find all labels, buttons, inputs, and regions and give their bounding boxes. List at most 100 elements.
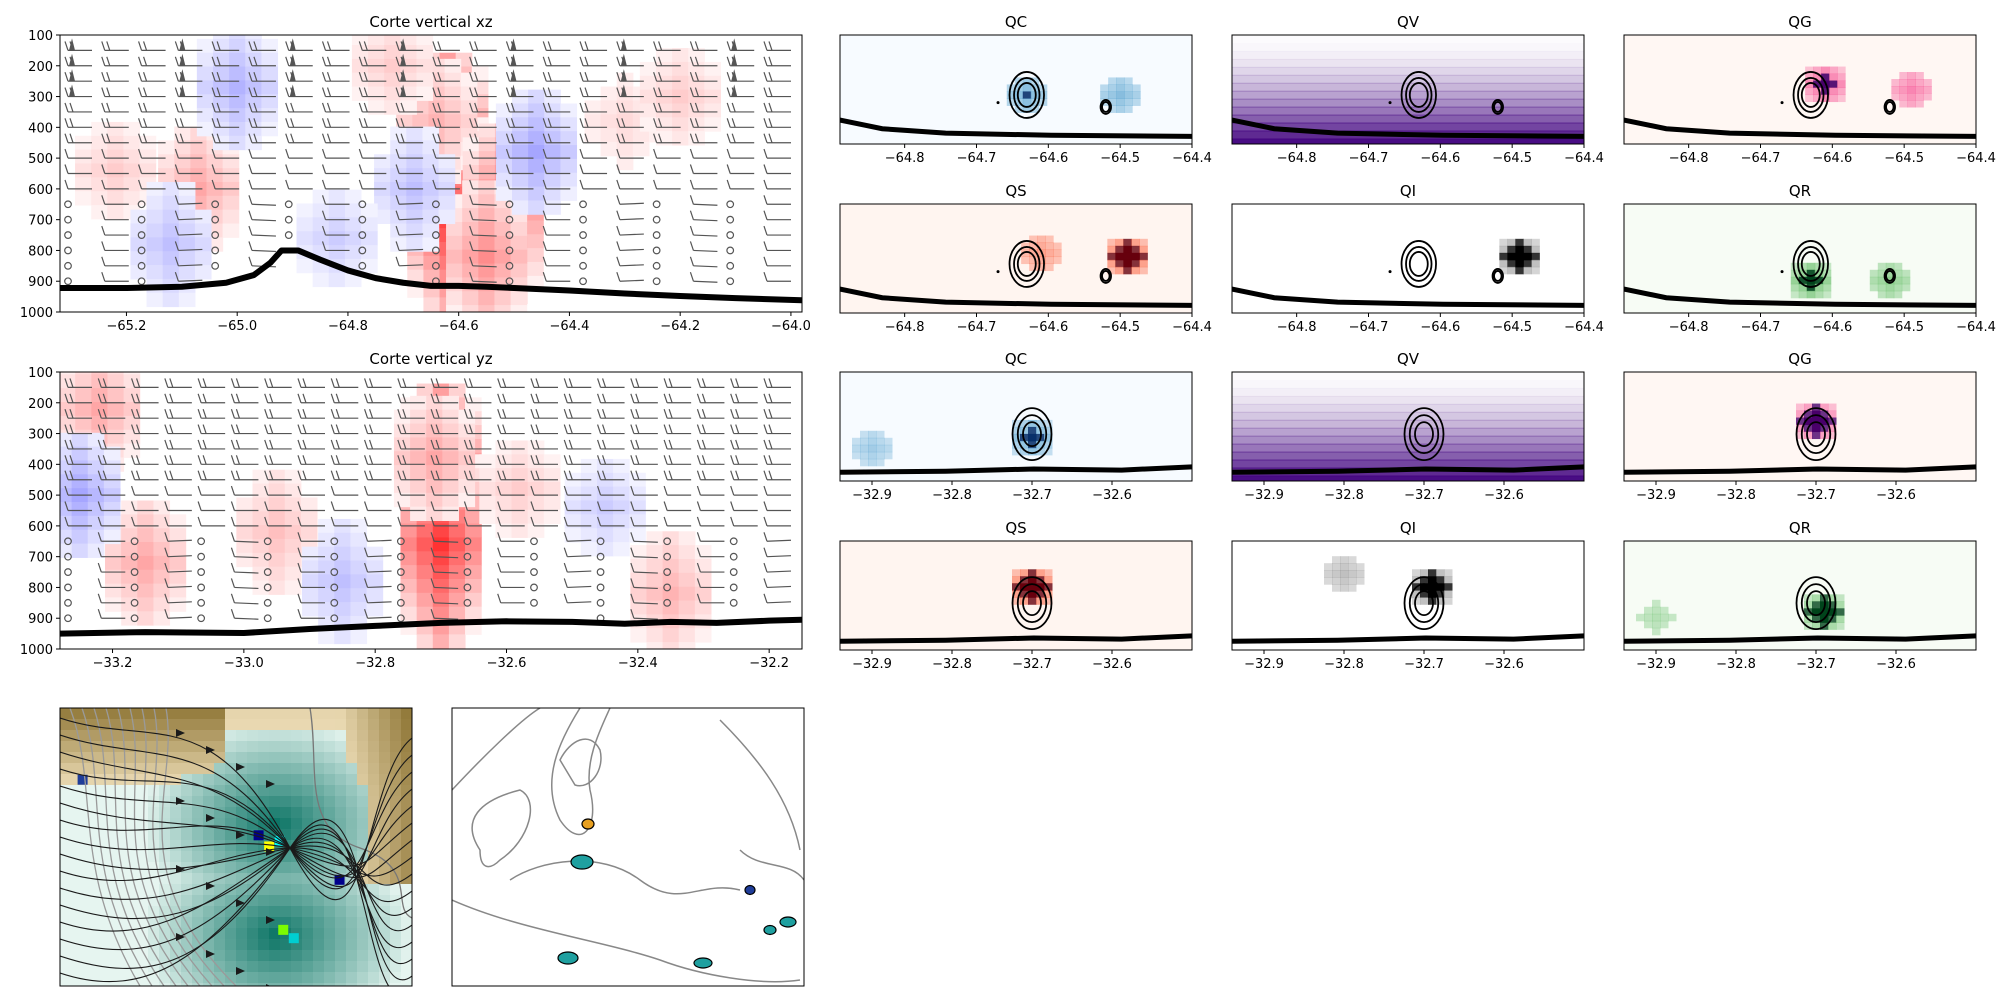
anomaly-cell	[527, 261, 544, 277]
field-cell	[280, 983, 292, 986]
field-cell	[115, 950, 127, 962]
anomaly-cell	[328, 203, 346, 218]
data-cell	[1836, 615, 1845, 623]
field-cell	[335, 730, 347, 742]
data-cell	[1124, 91, 1133, 99]
field-cell	[148, 862, 160, 874]
data-cell	[1796, 403, 1805, 412]
anomaly-cell	[460, 114, 478, 129]
wind-barb	[97, 593, 126, 604]
field-cell	[159, 763, 171, 775]
anomaly-cell	[162, 265, 180, 280]
wind-barb	[653, 102, 681, 113]
field-cell	[181, 840, 193, 852]
field-cell	[181, 906, 193, 918]
wind-barb	[616, 179, 644, 190]
field-cell	[247, 741, 259, 753]
field-cell	[302, 884, 314, 896]
x-tick-label: −64.4	[550, 319, 590, 334]
field-cell	[302, 796, 314, 808]
anomaly-cell	[284, 580, 302, 595]
field-cell	[335, 906, 347, 918]
terrain-line	[60, 616, 802, 637]
hydrometeor-panel-yz-QV: −32.9 −32.8 −32.7 −32.6QV	[1231, 350, 1585, 503]
anomaly-cell	[87, 543, 105, 558]
anomaly-cell	[390, 181, 407, 197]
field-cell	[104, 807, 116, 819]
wind-barb	[64, 215, 72, 224]
data-cell	[1907, 86, 1916, 94]
anomaly-cell	[600, 128, 618, 143]
field-cell	[291, 884, 303, 896]
data-cell	[1014, 91, 1024, 99]
field-cell	[192, 774, 204, 786]
field-cell	[258, 829, 270, 841]
wind-barb	[321, 87, 350, 98]
x-tick-label: −64.6	[1812, 320, 1852, 335]
anomaly-cell	[334, 546, 351, 562]
field-cell	[401, 884, 412, 896]
wind-barb	[364, 378, 392, 388]
data-cell	[1915, 100, 1924, 108]
field-cell	[159, 818, 171, 830]
anomaly-cell	[146, 251, 164, 266]
field-cell	[280, 719, 292, 731]
wind-barb	[230, 378, 259, 388]
anomaly-cell	[446, 263, 463, 278]
data-cell	[876, 437, 885, 446]
terrain-line	[1232, 633, 1584, 644]
field-cell	[225, 829, 237, 841]
field-cell	[280, 708, 292, 720]
anomaly-cell	[245, 38, 262, 54]
wind-barb	[463, 439, 492, 450]
data-cell	[1006, 91, 1016, 99]
data-cell	[1036, 447, 1045, 456]
field-cell	[159, 840, 171, 852]
wind-barb	[297, 593, 325, 604]
anomaly-cell	[662, 531, 680, 546]
field-cell	[137, 895, 149, 907]
anomaly-cell	[528, 131, 545, 146]
field-cell	[104, 796, 116, 808]
anomaly-cell	[390, 223, 407, 238]
field-cell	[82, 884, 94, 896]
data-cell	[1837, 94, 1846, 103]
anomaly-cell	[580, 458, 598, 474]
data-cell	[1796, 410, 1805, 419]
wind-barb	[330, 552, 339, 561]
field-cell	[324, 796, 336, 808]
field-cell	[203, 884, 215, 896]
field-cell	[137, 851, 149, 863]
anomaly-cell	[616, 155, 634, 171]
anomaly-cell	[672, 131, 689, 146]
anomaly-cell	[107, 429, 125, 445]
anomaly-cell	[511, 495, 529, 511]
field-cell	[236, 972, 248, 984]
wind-barb	[469, 272, 497, 283]
anomaly-cell	[512, 145, 529, 160]
data-cell	[1915, 93, 1924, 101]
field-cell	[357, 961, 369, 973]
field-cell	[126, 939, 138, 951]
field-cell	[126, 917, 138, 929]
wind-barb	[505, 133, 534, 144]
field-cell	[115, 928, 127, 940]
field-cell	[379, 906, 391, 918]
field-cell	[137, 840, 149, 852]
wind-barb	[530, 583, 538, 592]
field-cell	[346, 917, 358, 929]
anomaly-cell	[71, 460, 89, 475]
field-cell	[126, 785, 138, 797]
wind-barb	[579, 231, 587, 239]
field-cell	[181, 785, 193, 797]
field-cell	[236, 906, 248, 918]
anomaly-cell	[344, 217, 362, 232]
field-cell	[93, 862, 105, 874]
field-cell	[82, 730, 94, 742]
anomaly-cell	[368, 35, 385, 46]
anomaly-cell	[544, 172, 561, 188]
anomaly-cell	[528, 186, 545, 201]
field-cell	[137, 961, 149, 973]
data-cell	[876, 451, 885, 460]
field-cell	[126, 906, 138, 918]
